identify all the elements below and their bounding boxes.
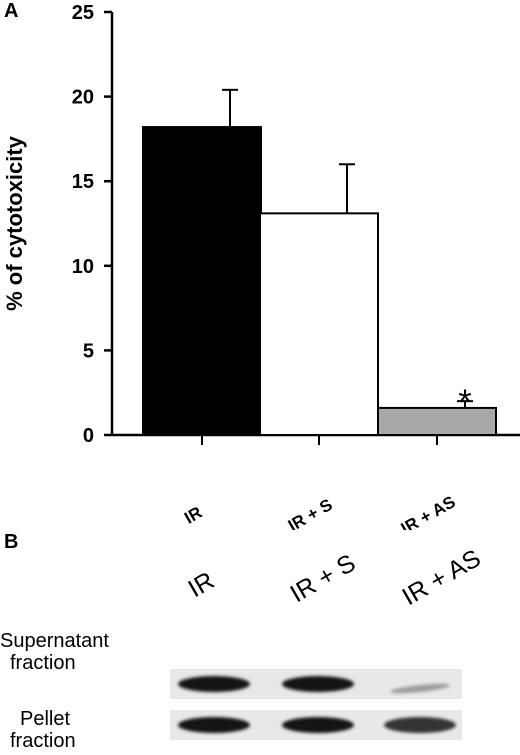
bar-0 [142,126,262,436]
cytotoxicity-bar-chart: 0 5 10 15 20 25 % of cytotoxicity IR IR + S IR +… [2,2,520,530]
blot-band [389,681,451,695]
row-label-line: fraction [10,652,76,674]
y-axis-title: % of cytotoxicity [2,135,27,311]
y-tick-label: 10 [72,256,94,278]
y-tick-label: 15 [72,171,94,193]
blot-row-label-pellet: Pellet fraction [10,708,76,752]
blot-band [178,676,250,692]
y-tick-label: 0 [83,425,94,447]
blot-band [178,717,250,733]
y-tick-label: 5 [83,340,94,362]
bar-1 [259,212,379,436]
x-category-label: IR + S [285,495,336,530]
blot-band [282,717,354,733]
x-category-label: IR [181,503,205,528]
row-label-line: Supernatant [0,630,109,652]
blot-strip-supernatant [170,669,462,699]
blot-lane-label-ir-s: IR + S [285,548,361,609]
blot-strip-pellet [170,710,462,740]
blot-band [282,676,354,692]
bar-2 [377,406,497,437]
y-tick-label: 25 [72,2,94,24]
significance-asterisk: * [458,383,471,421]
row-label-line: Pellet [20,708,71,730]
x-category-label: IR + AS [398,492,459,530]
blot-band [384,717,456,733]
panel-a-letter: A [4,0,19,22]
blot-lane-label-ir-as: IR + AS [397,544,486,612]
y-tick-label: 20 [72,87,94,109]
blot-row-label-supernatant: Supernatant fraction [0,630,109,674]
blot-lane-label-ir: IR [183,566,220,604]
panel-b-letter: B [4,531,19,553]
row-label-line: fraction [10,730,76,752]
